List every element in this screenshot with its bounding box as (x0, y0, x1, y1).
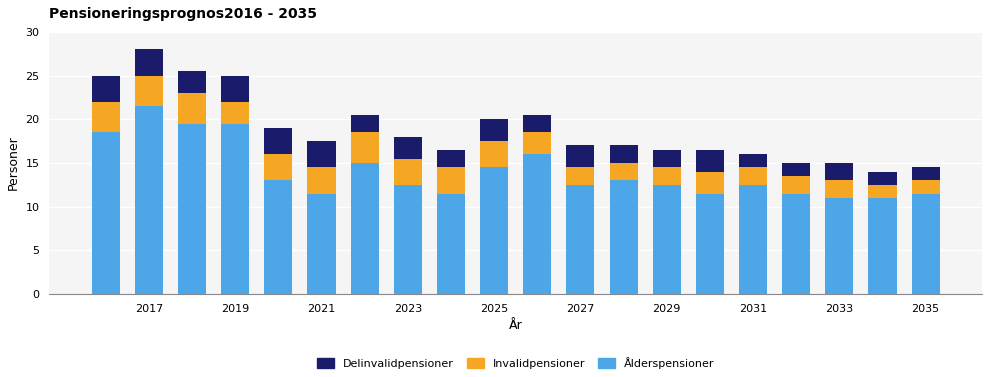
Bar (825, 181, 854, 198)
Bar (437, 167, 465, 193)
Text: Pensioneringsprognos2016 - 2035: Pensioneringsprognos2016 - 2035 (49, 7, 317, 21)
Bar (92, 102, 120, 132)
Bar (523, 132, 551, 154)
Bar (264, 181, 293, 294)
Bar (437, 150, 465, 167)
Bar (782, 163, 810, 176)
Bar (739, 154, 767, 167)
Bar (308, 141, 335, 167)
Bar (480, 119, 508, 141)
Bar (567, 146, 594, 167)
Bar (222, 102, 249, 124)
Bar (178, 93, 206, 124)
Bar (308, 193, 335, 294)
Bar (782, 193, 810, 294)
Bar (222, 124, 249, 294)
Bar (523, 115, 551, 132)
Bar (912, 181, 940, 193)
Bar (264, 154, 293, 181)
Bar (567, 167, 594, 185)
Bar (178, 124, 206, 294)
Bar (825, 198, 854, 294)
Bar (135, 49, 163, 75)
Bar (696, 172, 724, 193)
Bar (178, 71, 206, 93)
Bar (609, 181, 638, 294)
Bar (480, 167, 508, 294)
Bar (912, 167, 940, 181)
Bar (135, 75, 163, 106)
Bar (868, 172, 896, 185)
Bar (351, 115, 379, 132)
Bar (912, 193, 940, 294)
Bar (653, 185, 680, 294)
Bar (308, 167, 335, 193)
Bar (437, 193, 465, 294)
Legend: Delinvalidpensioner, Invalidpensioner, Ålderspensioner: Delinvalidpensioner, Invalidpensioner, Å… (317, 357, 714, 369)
Bar (394, 159, 422, 185)
Bar (868, 185, 896, 198)
Bar (92, 132, 120, 294)
Bar (92, 75, 120, 102)
Bar (480, 141, 508, 167)
Bar (653, 167, 680, 185)
X-axis label: År: År (508, 319, 522, 333)
Bar (609, 146, 638, 163)
Bar (394, 185, 422, 294)
Y-axis label: Personer: Personer (7, 136, 20, 190)
Bar (264, 128, 293, 154)
Bar (696, 150, 724, 172)
Bar (782, 176, 810, 193)
Bar (222, 75, 249, 102)
Bar (351, 132, 379, 163)
Bar (351, 163, 379, 294)
Bar (394, 137, 422, 159)
Bar (523, 154, 551, 294)
Bar (135, 106, 163, 294)
Bar (825, 163, 854, 181)
Bar (653, 150, 680, 167)
Bar (739, 185, 767, 294)
Bar (567, 185, 594, 294)
Bar (868, 198, 896, 294)
Bar (609, 163, 638, 181)
Bar (696, 193, 724, 294)
Bar (739, 167, 767, 185)
